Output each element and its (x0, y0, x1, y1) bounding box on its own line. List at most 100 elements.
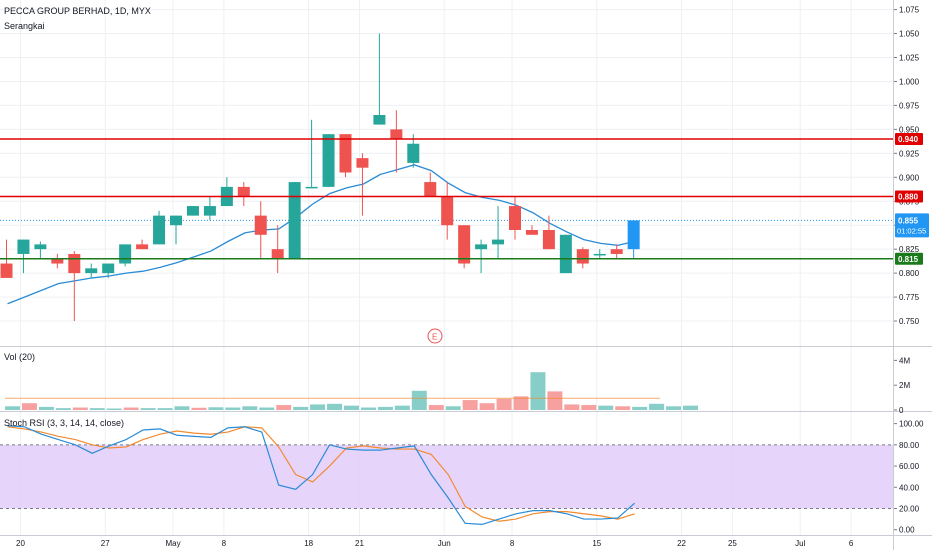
volume-bar (360, 407, 376, 410)
volume-bar (191, 407, 207, 410)
x-axis-tick-label: 22 (677, 539, 686, 548)
candle-body (17, 239, 30, 254)
volume-bar (140, 408, 156, 410)
candle-body (627, 220, 640, 250)
candle-body (407, 143, 420, 163)
last-price-label: 0.855 (898, 216, 919, 225)
volume-bar (55, 408, 71, 410)
candle-body (339, 134, 352, 173)
earnings-marker-label: E (432, 333, 437, 342)
candle-body (68, 253, 81, 274)
y-axis-tick-label: 0.775 (899, 293, 920, 302)
candle-body (424, 182, 437, 197)
candle-body (0, 263, 13, 278)
candle-body (119, 244, 132, 264)
volume-bar (377, 406, 393, 410)
candle-body (610, 249, 623, 254)
volume-axis-label: 4M (899, 356, 910, 365)
volume-bar (310, 404, 326, 410)
volume-bar (530, 372, 546, 410)
volume-bar (72, 407, 88, 410)
candle-body (288, 182, 301, 259)
candle-body (254, 215, 267, 235)
y-axis-tick-label: 1.050 (899, 30, 920, 39)
y-axis-tick-label: 1.075 (899, 6, 920, 15)
x-axis-tick-label: 8 (222, 539, 227, 548)
candle-body (136, 244, 149, 250)
x-axis-tick-label: 27 (101, 539, 110, 548)
candle-body (390, 129, 403, 139)
stoch-k-line (7, 425, 636, 525)
y-axis-tick-label: 0.925 (899, 149, 920, 158)
y-axis-tick-label: 1.000 (899, 77, 920, 86)
candle-body (576, 249, 589, 264)
y-axis-tick-label: 0.825 (899, 245, 920, 254)
volume-bar (38, 406, 54, 410)
candle-body (356, 158, 369, 168)
candle-body (153, 215, 166, 245)
volume-bar (157, 408, 173, 410)
volume-bar (496, 398, 512, 410)
stoch-d-line (7, 426, 635, 522)
x-axis-tick-label: 8 (510, 539, 515, 548)
volume-bar (649, 403, 665, 410)
volume-bar (259, 407, 275, 410)
volume-bar (564, 404, 580, 410)
volume-bar (615, 406, 631, 410)
volume-bar (547, 391, 563, 410)
x-axis-tick-label: 6 (849, 539, 854, 548)
volume-bar (293, 406, 309, 410)
y-axis-tick-label: 0.900 (899, 173, 920, 182)
x-axis-tick-label: Jul (795, 539, 805, 548)
volume-bar (106, 408, 122, 410)
candle-body (34, 244, 47, 250)
volume-bar (123, 407, 139, 410)
volume-bar (683, 405, 698, 410)
volume-bar (513, 396, 529, 410)
price-label-box (895, 190, 923, 203)
price-label: 0.815 (898, 255, 919, 264)
price-label: 0.940 (898, 135, 919, 144)
stoch-rsi-pane-label: Stoch RSI (3, 3, 14, 14, close) (4, 418, 125, 428)
volume-pane-label: Vol (20) (4, 352, 36, 362)
volume-bar (276, 405, 292, 410)
x-axis-tick-label: 21 (355, 539, 364, 548)
candle-body (492, 239, 505, 245)
x-axis-tick-label: Jun (438, 539, 451, 548)
x-axis-tick-label: 20 (16, 539, 25, 548)
rsi-axis-label: 60.00 (899, 462, 920, 471)
price-label-box (895, 252, 923, 265)
candle-body (85, 268, 98, 274)
y-axis-tick-label: 0.800 (899, 269, 920, 278)
x-axis-tick-label: 25 (728, 539, 737, 548)
volume-axis-label: 2M (899, 381, 910, 390)
x-axis-tick-label: 18 (304, 539, 313, 548)
volume-bar (242, 406, 258, 410)
volume-bar (445, 406, 461, 410)
x-axis-tick-label: 15 (592, 539, 601, 548)
candle-body (51, 258, 64, 264)
volume-bar (394, 405, 410, 410)
candle-body (593, 253, 606, 256)
candle-body (509, 206, 521, 230)
candle-body (237, 186, 250, 197)
candle-body (305, 186, 318, 189)
volume-bar (327, 403, 343, 410)
candle-body (441, 196, 454, 226)
last-price-box (895, 213, 929, 238)
volume-bar (462, 400, 478, 410)
volume-bar (344, 405, 359, 410)
volume-bar (174, 406, 190, 410)
chart-title: PECCA GROUP BERHAD, 1D, MYX (4, 6, 151, 16)
indicator-label: Serangkai (4, 21, 45, 31)
rsi-band (0, 444, 893, 509)
y-axis-tick-label: 0.750 (899, 317, 920, 326)
rsi-axis-label: 100.00 (899, 420, 924, 429)
price-label-box (895, 132, 923, 145)
candle-body (373, 115, 386, 125)
candle-body (271, 249, 284, 259)
countdown-label: 01:02:55 (897, 226, 926, 235)
volume-bar (428, 405, 444, 410)
volume-bar (632, 406, 648, 410)
